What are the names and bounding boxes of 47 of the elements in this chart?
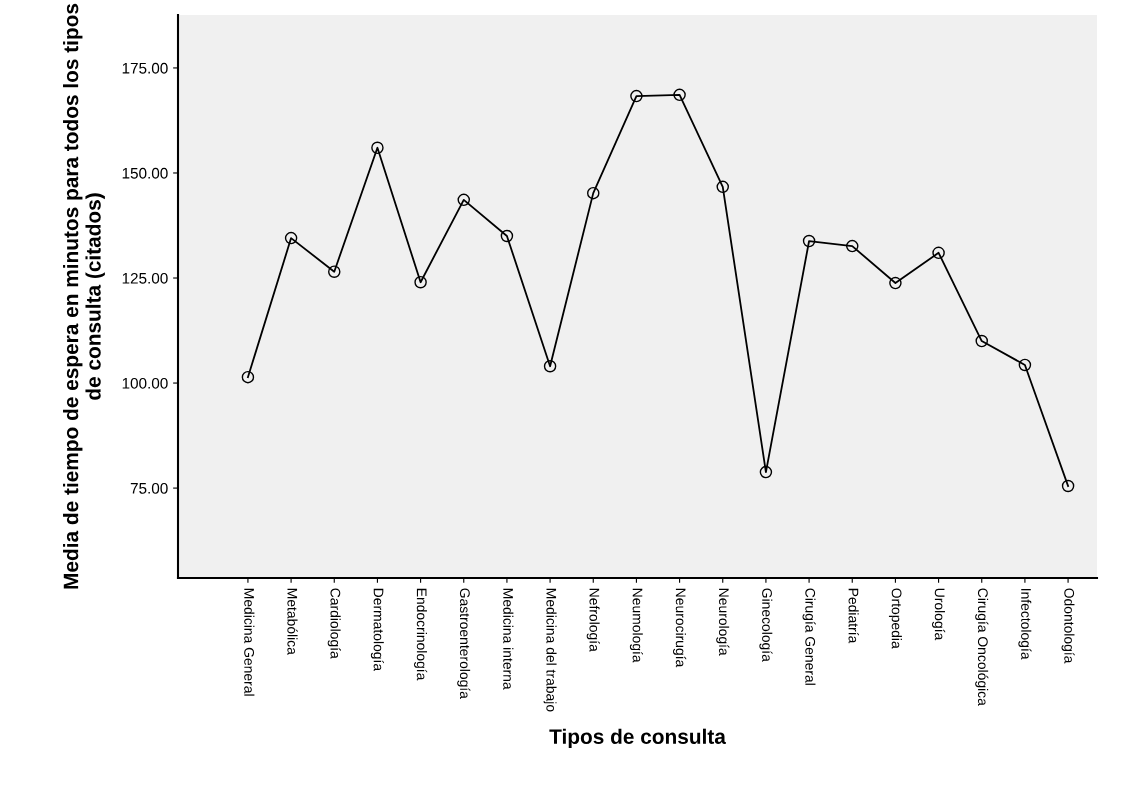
x-tick-label: Medicina interna <box>503 588 514 690</box>
point <box>802 234 816 248</box>
y-tick-label: 100.00 <box>122 377 168 389</box>
x-tick-label: Odontología <box>1061 588 1075 664</box>
x-tick-label: Infectología <box>1018 589 1032 660</box>
y-tick-label: 150.00 <box>122 167 168 179</box>
x-tick-label: Medicina General <box>244 588 255 696</box>
x-tick-label: Ortopedia <box>888 588 902 649</box>
point <box>241 370 255 384</box>
point <box>1018 358 1032 372</box>
point <box>543 359 557 373</box>
x-tick-label: Neumología <box>629 588 643 663</box>
y-tick-label: 75.00 <box>130 482 168 494</box>
point <box>284 231 298 245</box>
x-tick-label: Nefrología <box>586 588 600 652</box>
point <box>759 465 773 479</box>
y-axis-title: Media de tiempo de espera en minutos para todos los tipos de consulta (citados) <box>63 3 105 589</box>
point <box>414 275 427 289</box>
x-tick-label: Neurología <box>716 588 730 656</box>
x-tick-label: Medicina del trabajo <box>543 588 557 712</box>
point <box>1061 479 1075 493</box>
x-tick-label: Cirugía General <box>802 588 816 685</box>
point <box>630 89 643 103</box>
x-tick-label: Gastroenterología <box>457 588 471 699</box>
x-tick-label: Cirugía Oncológica <box>975 588 989 706</box>
x-tick-label: Cardiología <box>327 588 341 659</box>
point <box>371 141 384 155</box>
x-tick-label: Pediatría <box>848 588 859 644</box>
point <box>673 88 686 102</box>
point <box>845 239 859 253</box>
y-tick-label: 125.00 <box>122 272 168 284</box>
y-tick-label: 175.00 <box>122 62 168 74</box>
point <box>889 276 902 290</box>
x-tick-label: Urología <box>932 588 946 641</box>
x-axis-title: Tipos de consulta <box>549 728 727 749</box>
x-tick-label: Neurocirugía <box>673 588 687 668</box>
x-tick-label: Metabólica <box>287 588 298 655</box>
point <box>457 193 471 207</box>
point <box>932 246 945 260</box>
point <box>500 229 514 243</box>
point <box>975 334 988 348</box>
point <box>587 186 600 200</box>
point <box>716 180 730 194</box>
x-tick-label: Dermatología <box>370 588 384 672</box>
x-tick-label: Ginecología <box>759 588 773 662</box>
point <box>328 265 341 278</box>
x-tick-label: Endocrinología <box>414 588 428 681</box>
